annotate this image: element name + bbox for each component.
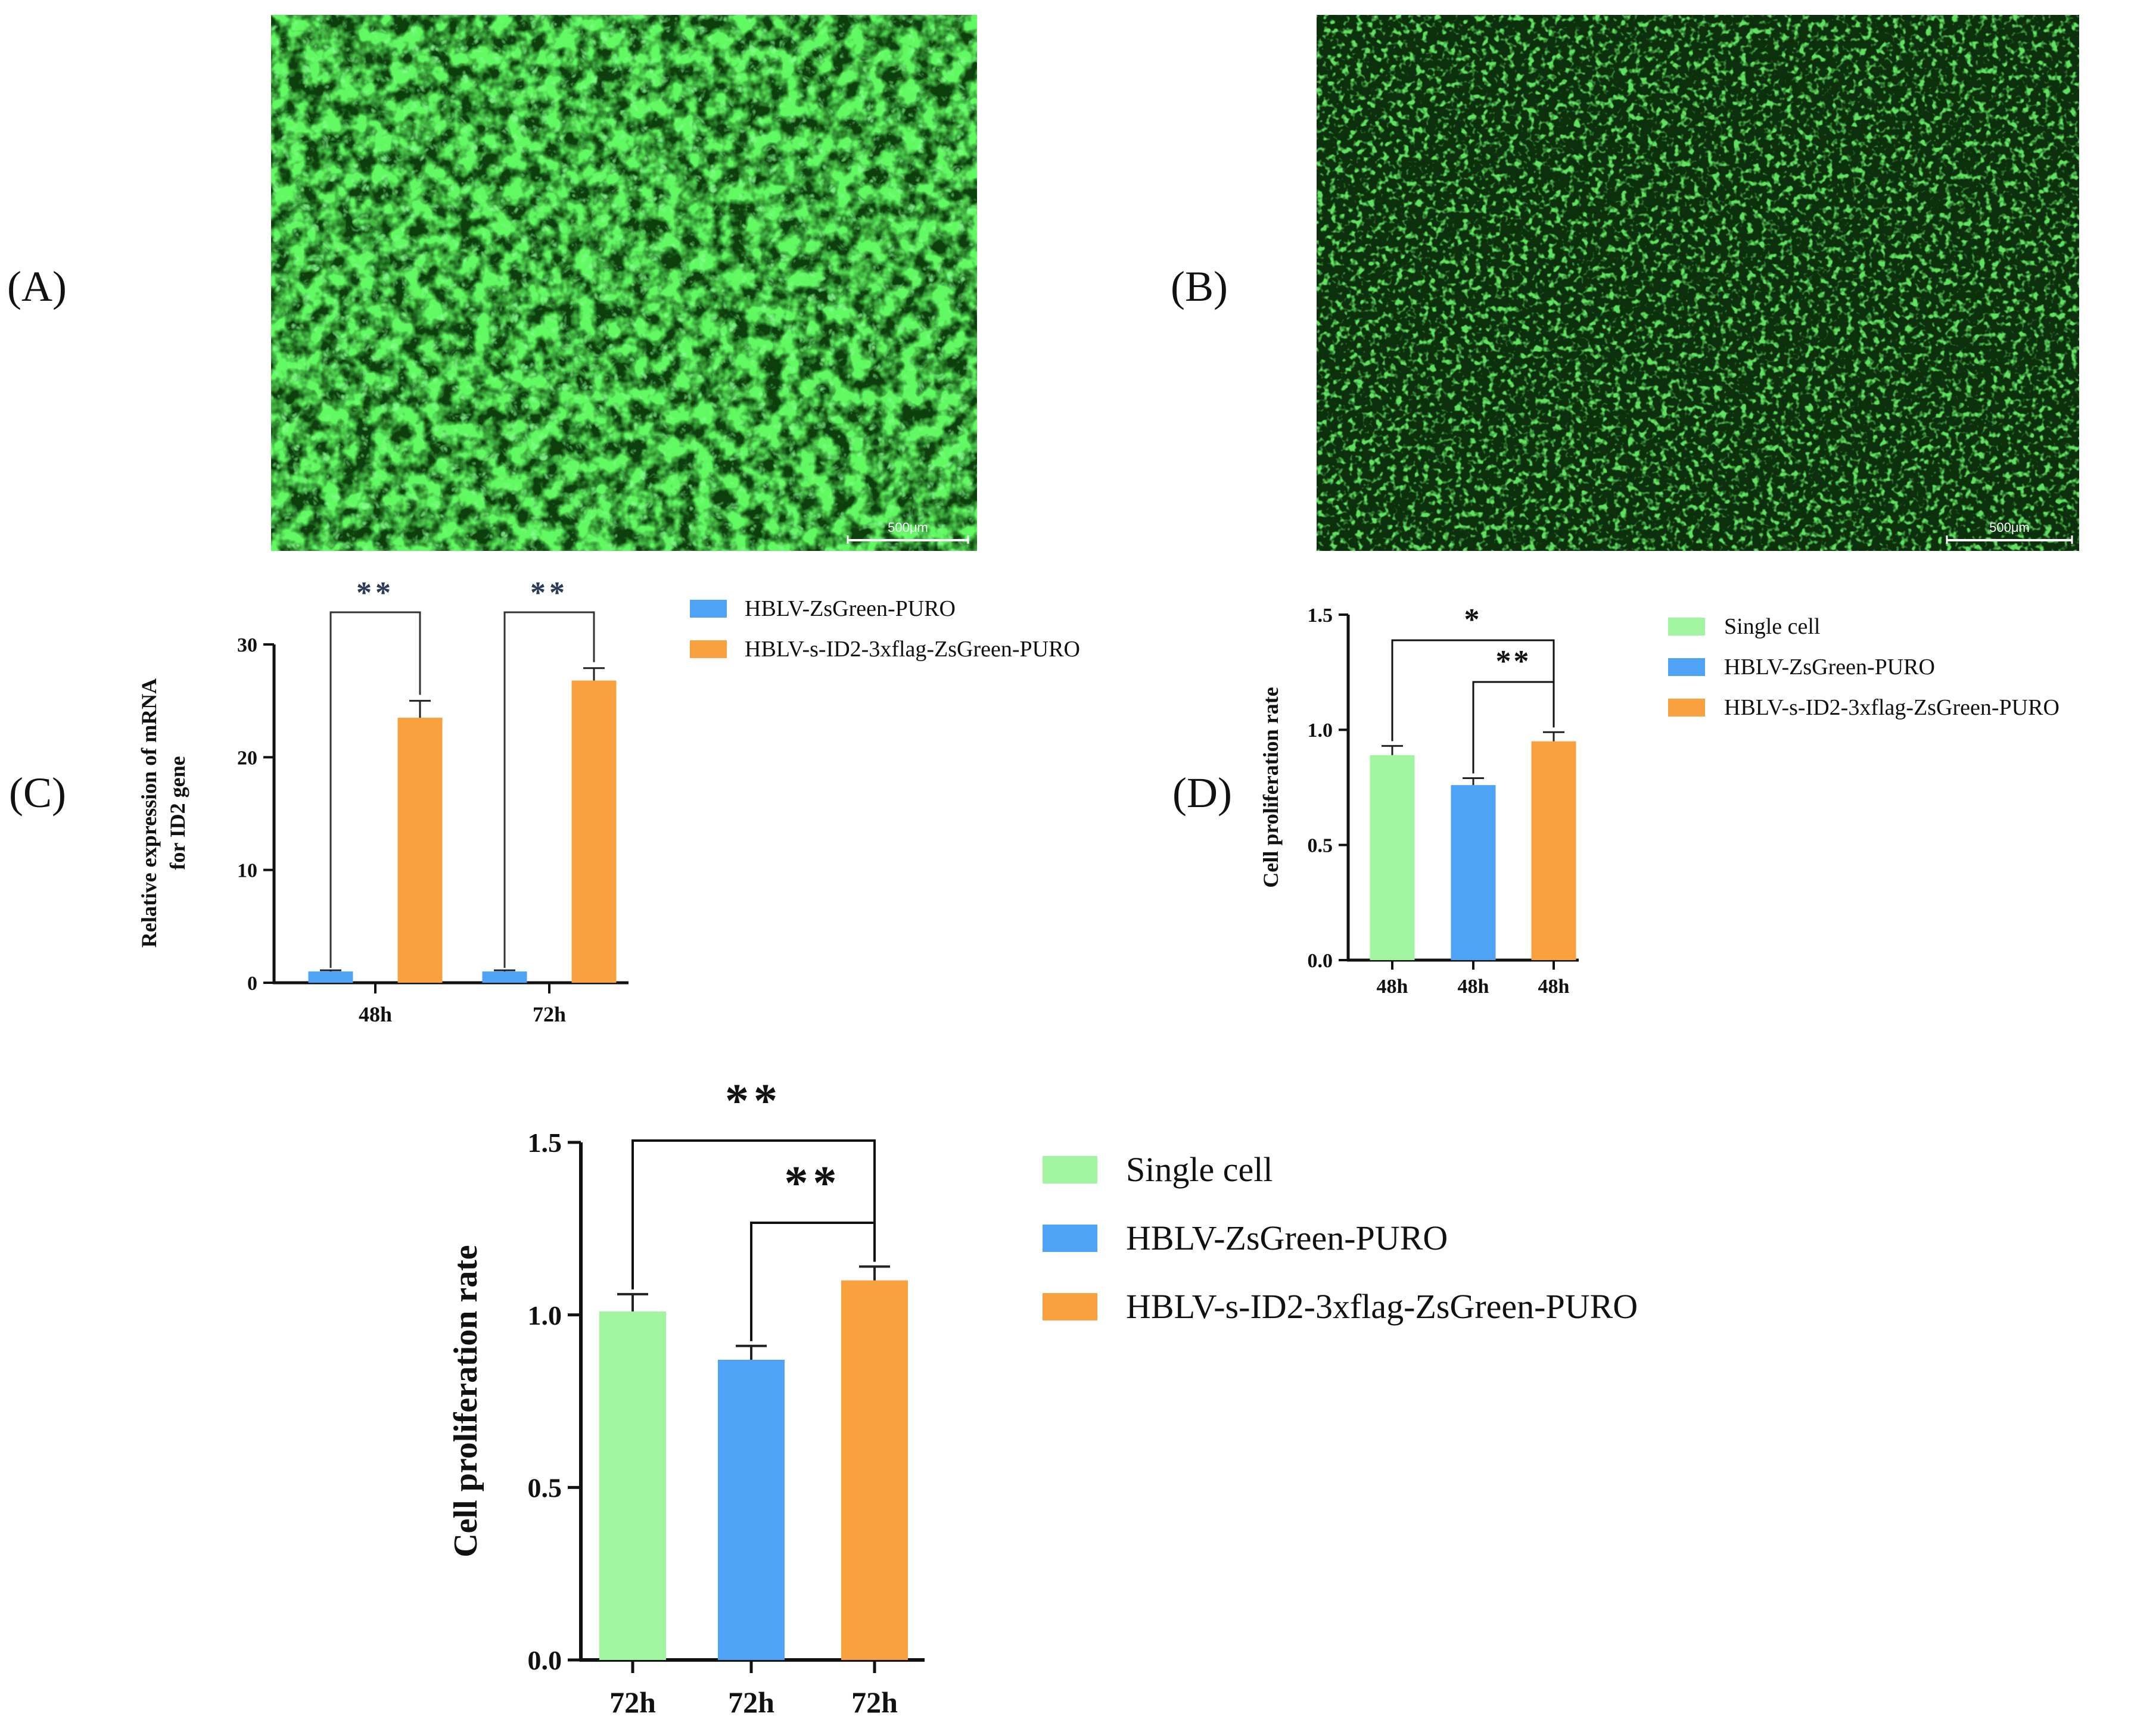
chart-c-y-tick-label: 20	[237, 747, 257, 769]
chart-c-y-tick-label: 0	[247, 973, 257, 995]
chart-c-bar	[482, 971, 527, 983]
chart-d-x-tick-label: 48h	[1458, 976, 1489, 998]
panel-label-c: (C)	[9, 769, 66, 817]
chart-d-y-tick-label: 0.0	[1308, 950, 1333, 972]
panel-label-b: (B)	[1171, 263, 1228, 310]
chart-e-significance-label: **	[785, 1157, 842, 1210]
legend-label: HBLV-s-ID2-3xflag-ZsGreen-PURO	[745, 637, 1080, 662]
chart-d-y-tick-label: 1.0	[1308, 719, 1333, 742]
chart-d-x-tick-label: 48h	[1377, 976, 1408, 998]
legend-swatch	[690, 600, 727, 618]
chart-d-x-tick-label: 48h	[1538, 976, 1570, 998]
chart-c-plot: 0 10 20 30 48h ** 72h ** Relative expression of …	[137, 576, 629, 1026]
legend-label: HBLV-s-ID2-3xflag-ZsGreen-PURO	[1126, 1287, 1638, 1326]
chart-c-significance-bracket	[329, 611, 421, 968]
panel-label-d: (D)	[1172, 769, 1232, 817]
micrograph-b: 500μm	[1317, 15, 2079, 551]
chart-e-bar	[718, 1359, 785, 1660]
chart-e-significance-label: **	[725, 1075, 782, 1127]
chart-c-bar	[397, 718, 443, 983]
legend-swatch	[1668, 658, 1705, 676]
legend-item: Single cell	[1043, 1150, 1273, 1189]
chart-c-significance-label: **	[356, 576, 394, 610]
chart-d-y-tick-label: 0.5	[1308, 835, 1333, 857]
legend-item: HBLV-ZsGreen-PURO	[1043, 1218, 1448, 1258]
chart-c-bar	[571, 680, 617, 983]
chart-e-bar	[599, 1311, 666, 1660]
chart-c-y-axis-label: Relative expression of mRNA	[137, 678, 161, 948]
legend-label: Single cell	[1724, 614, 1821, 639]
chart-d-y-axis-label: Cell proliferation rate	[1259, 687, 1283, 887]
scale-bar-label-a: 500μm	[888, 520, 928, 535]
scale-bar-label-b: 500μm	[1989, 520, 2030, 535]
chart-c-y-tick-label: 10	[237, 860, 257, 882]
legend-swatch	[1043, 1224, 1097, 1252]
scale-bar-b: 500μm	[1946, 520, 2073, 544]
panel-label-a: (A)	[7, 263, 67, 310]
micrograph-a: 500μm	[271, 15, 977, 551]
legend-swatch	[1043, 1292, 1097, 1320]
chart-e-bar	[841, 1280, 908, 1660]
legend-label: Single cell	[1126, 1150, 1273, 1189]
chart-d-bar	[1370, 755, 1415, 960]
legend-item: Single cell	[1668, 613, 1820, 640]
chart-c-bar	[308, 971, 353, 983]
chart-c-y-tick-label: 30	[237, 634, 257, 656]
chart-e-y-tick-label: 0.0	[528, 1645, 562, 1675]
legend-swatch	[1668, 699, 1705, 717]
chart-e-y-tick-label: 0.5	[528, 1472, 562, 1503]
legend-swatch	[1668, 618, 1705, 636]
chart-c-y-axis-label-line2: for ID2 gene	[166, 756, 189, 870]
chart-c-x-tick-label: 48h	[359, 1002, 392, 1026]
legend-label: HBLV-ZsGreen-PURO	[1126, 1219, 1448, 1257]
chart-e-x-tick-label: 72h	[609, 1686, 656, 1719]
legend-item: HBLV-ZsGreen-PURO	[1668, 654, 1935, 680]
legend-swatch	[1043, 1155, 1097, 1183]
legend-item: HBLV-s-ID2-3xflag-ZsGreen-PURO	[1668, 694, 2059, 721]
chart-e-y-tick-label: 1.0	[528, 1300, 562, 1331]
legend-swatch	[690, 640, 727, 658]
chart-c-significance-bracket	[503, 611, 595, 968]
legend-label: HBLV-ZsGreen-PURO	[1724, 655, 1935, 680]
chart-d-bar	[1531, 741, 1576, 960]
chart-e-y-axis-label: Cell proliferation rate	[447, 1245, 484, 1558]
chart-c-significance-label: **	[530, 576, 568, 610]
chart-e-significance-bracket	[750, 1222, 876, 1341]
chart-e-plot: 0.0 0.5 1.0 1.5 72h 72h 72h **** Cell proliferat…	[447, 1075, 925, 1719]
legend-item: HBLV-s-ID2-3xflag-ZsGreen-PURO	[1043, 1287, 1638, 1326]
chart-d-bar	[1451, 785, 1496, 960]
legend-item: HBLV-ZsGreen-PURO	[690, 596, 956, 622]
chart-e-significance-bracket	[631, 1139, 876, 1289]
scale-bar-a: 500μm	[847, 520, 969, 544]
chart-d-significance-bracket	[1391, 639, 1555, 742]
chart-e-y-tick-label: 1.5	[528, 1127, 562, 1158]
chart-d-y-tick-label: 1.5	[1308, 605, 1333, 627]
chart-d-significance-label: **	[1496, 644, 1532, 678]
legend-item: HBLV-s-ID2-3xflag-ZsGreen-PURO	[690, 636, 1080, 662]
chart-e-x-tick-label: 72h	[851, 1686, 898, 1719]
chart-d-significance-bracket	[1472, 681, 1555, 774]
legend-label: HBLV-s-ID2-3xflag-ZsGreen-PURO	[1724, 695, 2059, 720]
chart-d-significance-label: *	[1464, 603, 1482, 637]
legend-label: HBLV-ZsGreen-PURO	[745, 596, 956, 621]
chart-c-x-tick-label: 72h	[533, 1002, 566, 1026]
chart-e-x-tick-label: 72h	[728, 1686, 774, 1719]
